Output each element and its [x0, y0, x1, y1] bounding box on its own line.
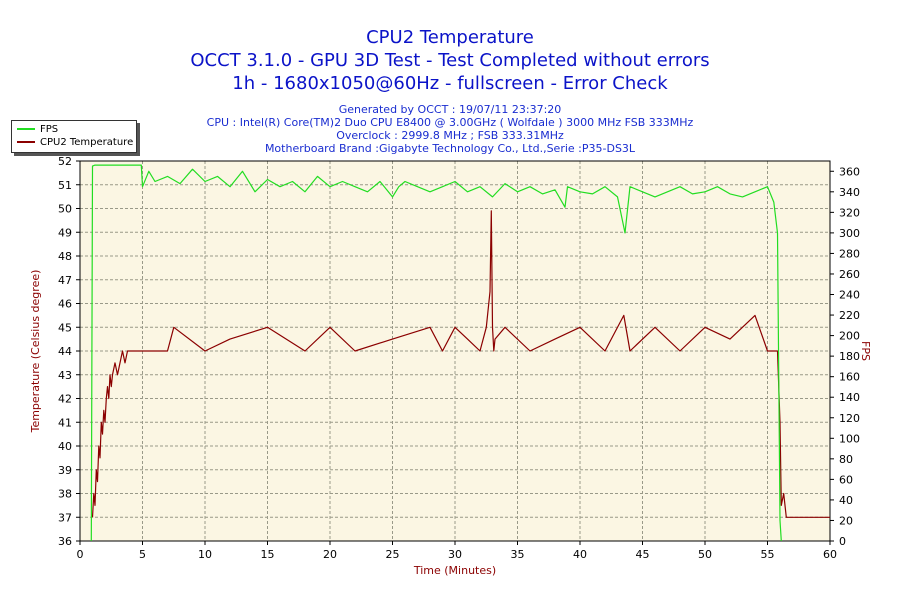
- legend-swatch-fps: [17, 128, 35, 130]
- y2-tick-label: 160: [839, 371, 860, 384]
- y2-tick-label: 220: [839, 309, 860, 322]
- y-tick-label: 41: [58, 416, 72, 429]
- y-tick-label: 44: [58, 345, 72, 358]
- y2-tick-label: 360: [839, 165, 860, 178]
- x-tick-label: 45: [636, 548, 650, 561]
- y2-tick-label: 300: [839, 227, 860, 240]
- chart-title: CPU2 Temperature: [366, 27, 534, 48]
- y2-tick-label: 280: [839, 247, 860, 260]
- x-axis-label: Time (Minutes): [413, 564, 496, 577]
- x-tick-label: 50: [698, 548, 712, 561]
- y-tick-label: 39: [58, 464, 72, 477]
- chart-subtitle-test: OCCT 3.1.0 - GPU 3D Test - Test Complete…: [190, 50, 710, 71]
- y2-tick-label: 140: [839, 391, 860, 404]
- cpu-info: CPU : Intel(R) Core(TM)2 Duo CPU E8400 @…: [206, 116, 694, 129]
- x-tick-label: 20: [323, 548, 337, 561]
- y-tick-label: 42: [58, 393, 72, 406]
- series-line-fps: [90, 164, 782, 542]
- y-tick-label: 38: [58, 488, 72, 501]
- x-tick-label: 60: [823, 548, 837, 561]
- x-tick-label: 35: [511, 548, 525, 561]
- y-axis-label: Temperature (Celsius degree): [29, 270, 42, 434]
- y-tick-label: 46: [58, 298, 72, 311]
- chart-subtitle-mode: 1h - 1680x1050@60Hz - fullscreen - Error…: [232, 73, 668, 94]
- x-tick-label: 0: [77, 548, 84, 561]
- y-tick-label: 51: [58, 179, 72, 192]
- x-tick-label: 55: [761, 548, 775, 561]
- generated-info: Generated by OCCT : 19/07/11 23:37:20: [338, 103, 562, 116]
- y-tick-label: 45: [58, 321, 72, 334]
- y2-tick-label: 260: [839, 268, 860, 281]
- y2-tick-label: 320: [839, 206, 860, 219]
- y2-tick-label: 340: [839, 186, 860, 199]
- legend-label-fps: FPS: [40, 124, 59, 135]
- y2-tick-label: 240: [839, 289, 860, 302]
- y2-axis-label: FPS: [859, 341, 872, 361]
- y2-tick-label: 100: [839, 432, 860, 445]
- legend-swatch-temperature: [17, 141, 35, 143]
- y2-tick-label: 120: [839, 412, 860, 425]
- y-tick-label: 43: [58, 369, 72, 382]
- y2-tick-label: 20: [839, 514, 853, 527]
- chart-legend: FPS CPU2 Temperature: [11, 120, 137, 153]
- motherboard-info: Motherboard Brand :Gigabyte Technology C…: [264, 142, 636, 155]
- overclock-info: Overclock : 2999.8 MHz ; FSB 333.31MHz: [336, 129, 564, 142]
- y-tick-label: 50: [58, 203, 72, 216]
- y-tick-label: 49: [58, 226, 72, 239]
- x-tick-label: 25: [386, 548, 400, 561]
- x-tick-label: 40: [573, 548, 587, 561]
- y-tick-label: 40: [58, 440, 72, 453]
- y2-tick-label: 180: [839, 350, 860, 363]
- y-tick-label: 47: [58, 274, 72, 287]
- legend-item-fps: FPS: [17, 124, 58, 136]
- y2-tick-label: 40: [839, 494, 853, 507]
- legend-label-temperature: CPU2 Temperature: [40, 137, 134, 148]
- x-tick-label: 15: [261, 548, 275, 561]
- x-tick-label: 10: [198, 548, 212, 561]
- y-tick-label: 36: [58, 535, 72, 548]
- y-tick-label: 37: [58, 511, 72, 524]
- y-tick-label: 48: [58, 250, 72, 263]
- x-tick-label: 5: [139, 548, 146, 561]
- x-tick-label: 30: [448, 548, 462, 561]
- y2-tick-label: 200: [839, 330, 860, 343]
- legend-item-temperature: CPU2 Temperature: [17, 137, 133, 149]
- series-line-temperature: [91, 210, 830, 518]
- y2-tick-label: 60: [839, 473, 853, 486]
- y2-tick-label: 80: [839, 453, 853, 466]
- y-tick-label: 52: [58, 155, 72, 168]
- y2-tick-label: 0: [839, 535, 846, 548]
